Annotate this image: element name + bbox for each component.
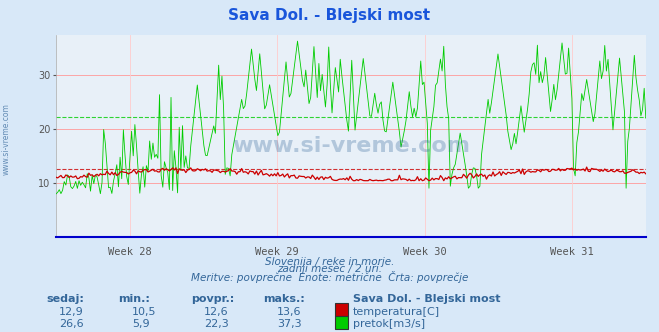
Text: 13,6: 13,6 xyxy=(277,307,301,317)
Text: Week 28: Week 28 xyxy=(108,247,152,257)
Text: Sava Dol. - Blejski most: Sava Dol. - Blejski most xyxy=(353,294,500,304)
Text: 12,9: 12,9 xyxy=(59,307,84,317)
Text: 5,9: 5,9 xyxy=(132,319,150,329)
Text: www.si-vreme.com: www.si-vreme.com xyxy=(232,136,470,156)
Text: Week 29: Week 29 xyxy=(255,247,299,257)
Text: 37,3: 37,3 xyxy=(277,319,301,329)
Text: sedaj:: sedaj: xyxy=(46,294,84,304)
Text: Week 31: Week 31 xyxy=(550,247,594,257)
Text: min.:: min.: xyxy=(119,294,150,304)
Text: temperatura[C]: temperatura[C] xyxy=(353,307,440,317)
Text: Slovenija / reke in morje.: Slovenija / reke in morje. xyxy=(265,257,394,267)
Text: Week 30: Week 30 xyxy=(403,247,447,257)
Text: 12,6: 12,6 xyxy=(204,307,229,317)
Text: pretok[m3/s]: pretok[m3/s] xyxy=(353,319,424,329)
Text: povpr.:: povpr.: xyxy=(191,294,235,304)
Text: Sava Dol. - Blejski most: Sava Dol. - Blejski most xyxy=(229,8,430,23)
Text: Meritve: povprečne  Enote: metrične  Črta: povprečje: Meritve: povprečne Enote: metrične Črta:… xyxy=(191,271,468,283)
Text: 22,3: 22,3 xyxy=(204,319,229,329)
Text: www.si-vreme.com: www.si-vreme.com xyxy=(2,104,11,175)
Text: zadnji mesec / 2 uri.: zadnji mesec / 2 uri. xyxy=(277,264,382,274)
Text: 10,5: 10,5 xyxy=(132,307,156,317)
Text: maks.:: maks.: xyxy=(264,294,305,304)
Text: 26,6: 26,6 xyxy=(59,319,84,329)
